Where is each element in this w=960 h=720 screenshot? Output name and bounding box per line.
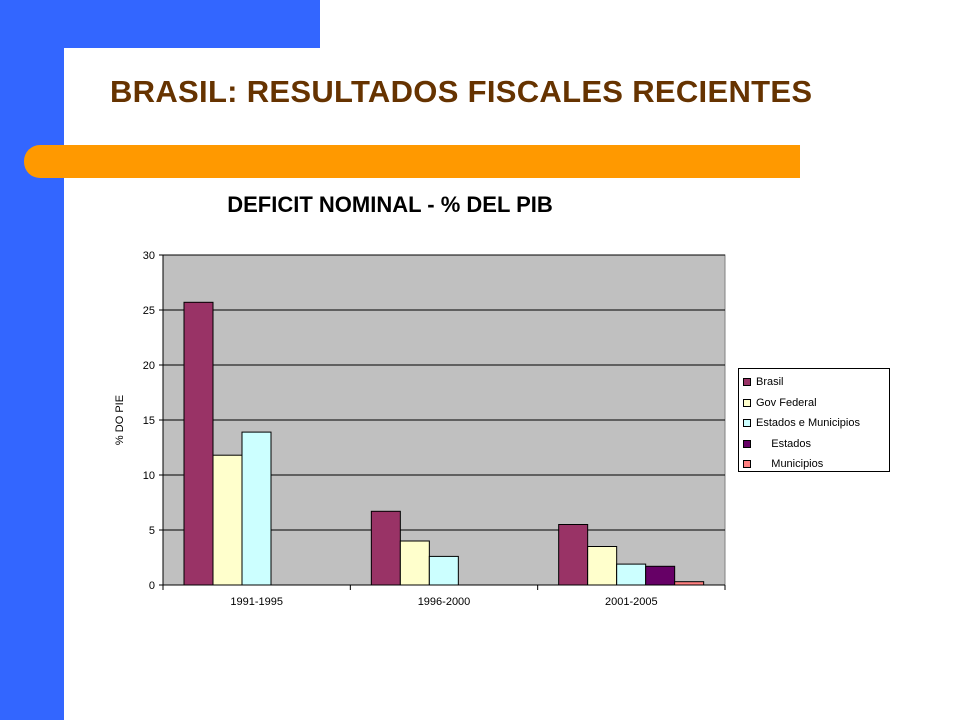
legend-label: Municipios (756, 458, 824, 471)
y-tick-label: 15 (143, 415, 155, 427)
legend-swatch (743, 378, 751, 387)
left-blue-band (0, 0, 64, 720)
chart-title: DEFICIT NOMINAL - % DEL PIB (227, 192, 553, 217)
y-tick-label: 30 (143, 250, 155, 262)
bar-3-1 (241, 431, 272, 586)
y-axis-label: % DO PIE (114, 395, 126, 445)
legend-label: Estados (756, 437, 812, 450)
legend-swatch (743, 419, 751, 428)
y-tick-label: 10 (143, 470, 155, 482)
bar-4-3 (645, 565, 676, 586)
bar-chart: DEFICIT NOMINAL - % DEL PIB 0 5 10 15 20 25 30 1… (114, 192, 726, 608)
legend-swatch (743, 398, 751, 407)
y-tick-label: 0 (149, 580, 155, 592)
bar-2-2 (399, 540, 430, 586)
legend-item: Municipios (743, 454, 889, 475)
y-tick-label: 20 (143, 360, 155, 372)
y-tick-label: 5 (149, 525, 155, 537)
chart-legend: Brasil Gov Federal Estados e Municipios Es… (738, 368, 890, 472)
x-tick-label: 1991-1995 (230, 596, 283, 608)
bar-1-2 (370, 510, 401, 586)
legend-item: Brasil (743, 372, 889, 393)
legend-item: Gov Federal (743, 393, 889, 414)
legend-item: Estados e Municipios (743, 413, 889, 434)
legend-label: Brasil (756, 376, 784, 389)
legend-swatch (743, 460, 751, 469)
x-tick-label: 1996-2000 (418, 596, 471, 608)
bar-2-3 (587, 546, 618, 586)
y-tick-label: 25 (143, 305, 155, 317)
slide-title: BRASIL: RESULTADOS FISCALES RECIENTES (110, 74, 813, 109)
bar-3-2 (428, 555, 459, 586)
bar-1-1 (183, 301, 214, 586)
legend-label: Estados e Municipios (756, 417, 860, 430)
bar-2-1 (212, 454, 243, 586)
chart-area: DEFICIT NOMINAL - % DEL PIB 0 5 10 15 20 25 30 1… (90, 180, 930, 620)
legend-item: Estados (743, 434, 889, 455)
accent-bar (24, 145, 800, 178)
legend-label: Gov Federal (756, 396, 817, 409)
x-tick-label: 2001-2005 (605, 596, 658, 608)
legend-swatch (743, 439, 751, 448)
bar-1-3 (558, 524, 589, 586)
bar-3-3 (616, 563, 647, 586)
